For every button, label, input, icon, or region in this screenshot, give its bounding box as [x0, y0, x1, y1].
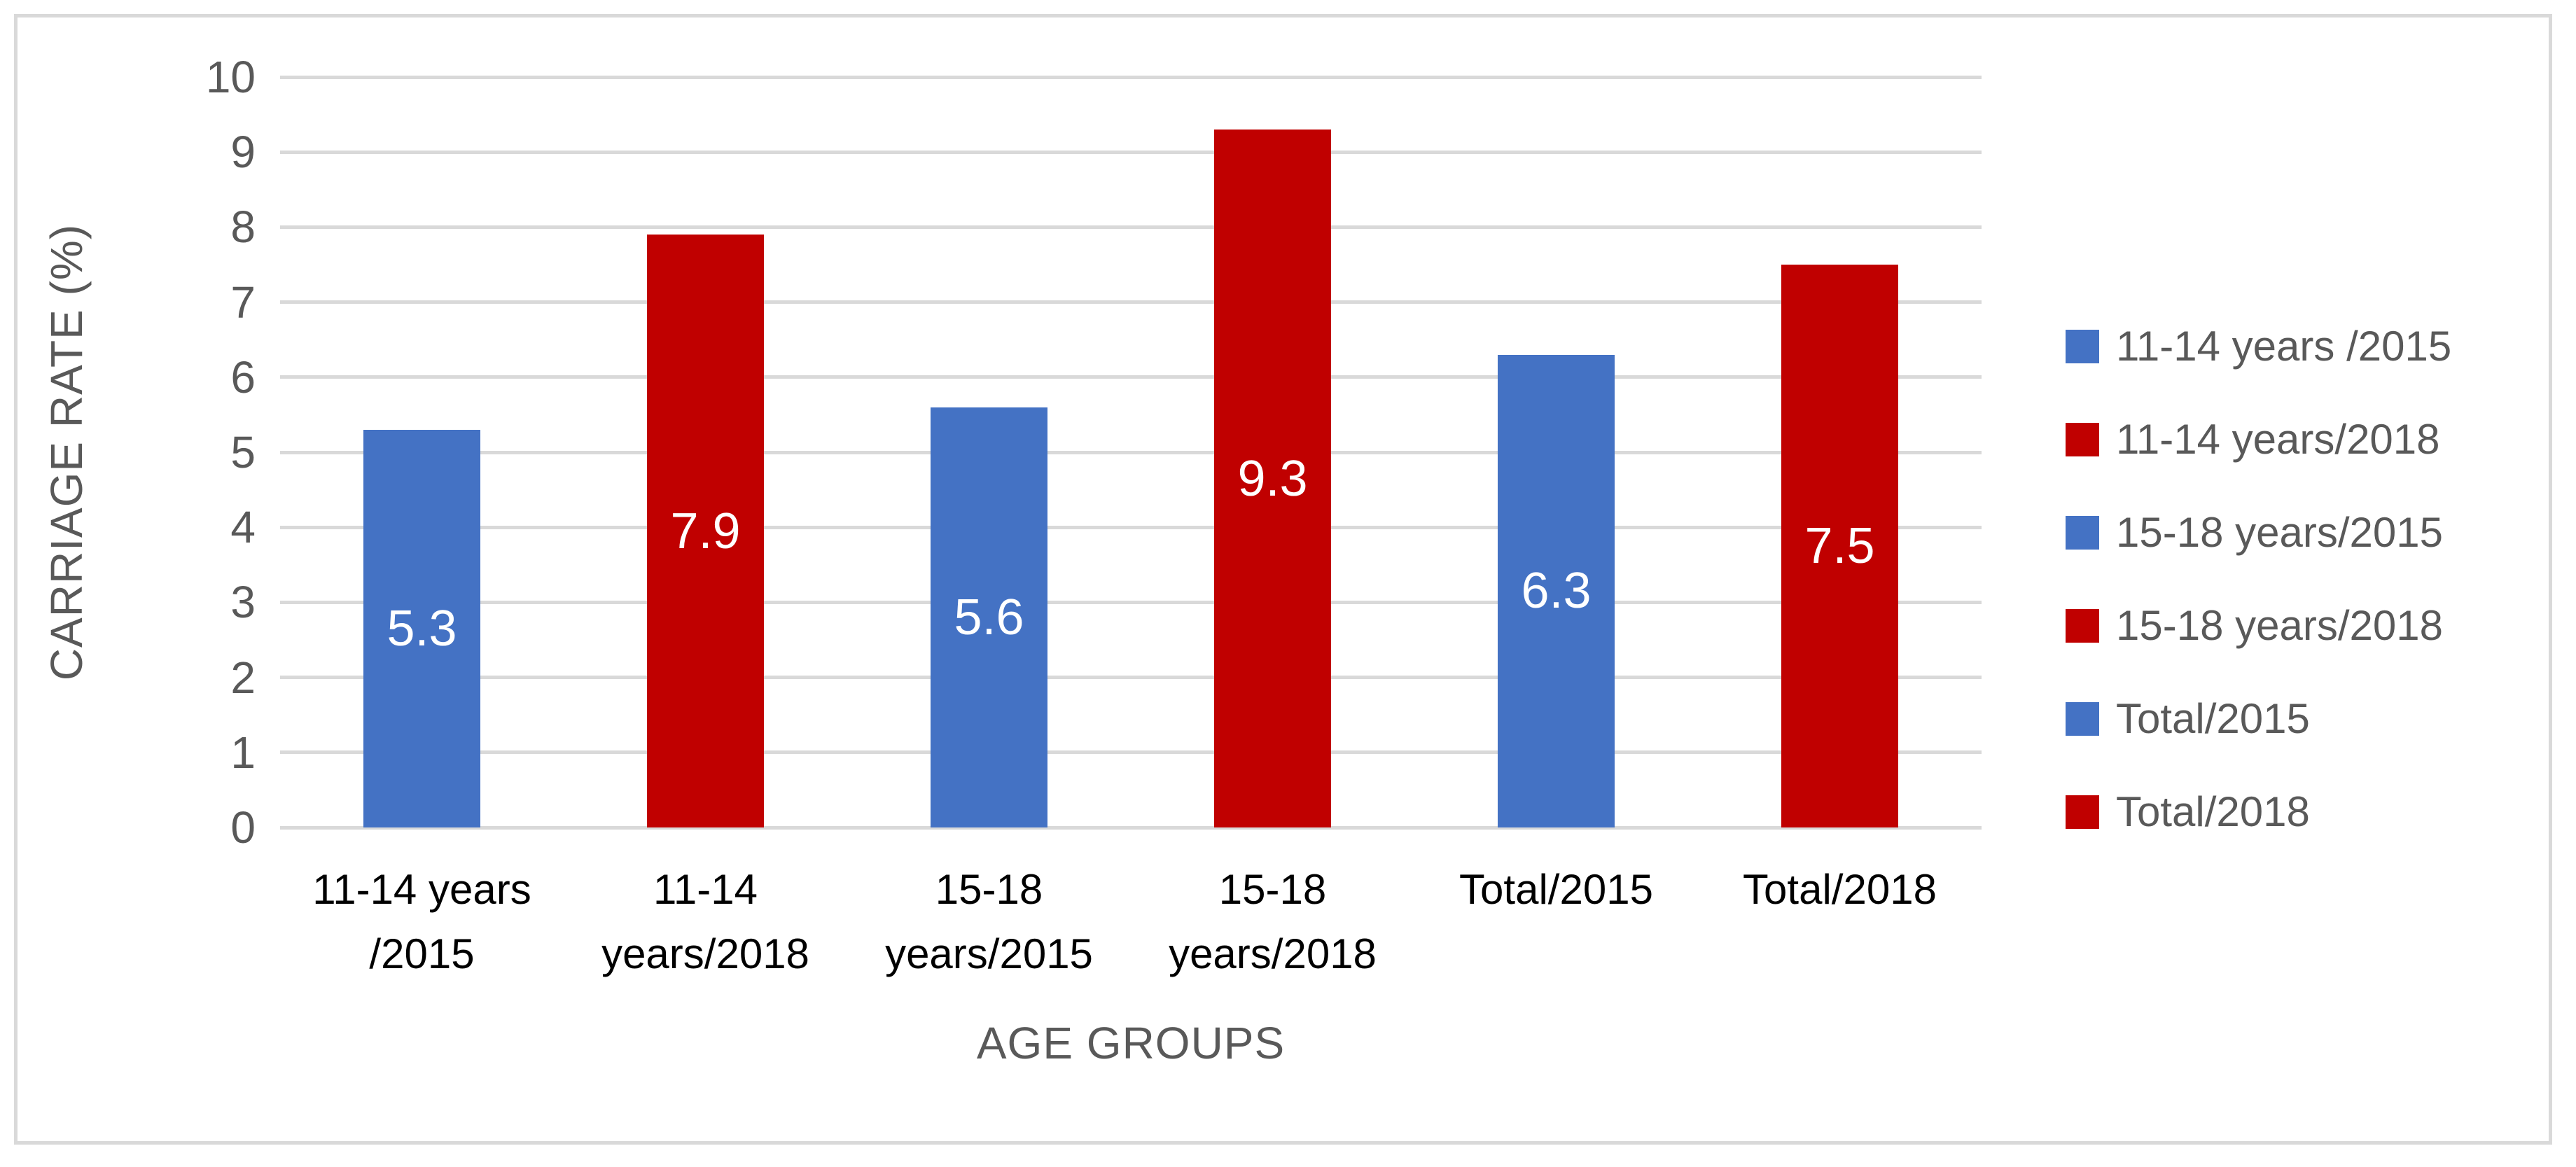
- x-axis-category-label: Total/2018: [1698, 858, 1982, 922]
- x-axis-category-label: 15-18 years/2018: [1131, 858, 1414, 986]
- y-axis-tick-label: 5: [230, 427, 256, 477]
- y-axis-tick-label: 7: [230, 277, 256, 328]
- bar-11-14 years/2018: 7.9: [647, 235, 764, 827]
- bar-data-label: 9.3: [1237, 450, 1308, 507]
- x-axis-category-label: 15-18 years/2015: [847, 858, 1131, 986]
- x-axis-category-label-line: /2015: [369, 930, 475, 977]
- legend-label: Total/2018: [2116, 788, 2310, 835]
- bar-data-label: 7.9: [670, 503, 741, 559]
- bar-Total/2018: 7.5: [1781, 265, 1898, 827]
- x-axis-category-labels: 11-14 years/2015 11-14 years/2018 15-18 year…: [280, 858, 1982, 986]
- gridline: [280, 375, 1982, 379]
- legend-label: 15-18 years/2018: [2116, 602, 2443, 649]
- gridline: [280, 300, 1982, 305]
- x-axis-category-label-line: Total/2015: [1459, 866, 1653, 913]
- gridline: [280, 225, 1982, 229]
- x-axis-category-label-line: years/2018: [601, 930, 809, 977]
- bar-category-cell: 5.6: [847, 77, 1131, 827]
- y-axis-tick-label: 2: [230, 652, 256, 703]
- x-axis-category-label: 11-14 years/2015: [280, 858, 564, 986]
- x-axis-category-label-line: 11-14 years: [312, 866, 531, 913]
- bar-data-label: 6.3: [1521, 563, 1592, 620]
- legend-item: 15-18 years/2018: [2066, 605, 2451, 647]
- legend-label: 11-14 years /2015: [2116, 323, 2452, 370]
- bar-category-cell: 6.3: [1414, 77, 1698, 827]
- plot-area: 5.3 7.9 5.6 9.3 6.3 7.5: [280, 75, 1982, 830]
- y-axis-tick-labels: 0 1 2 3 4 5 6 7 8 9 10: [0, 52, 256, 853]
- x-axis-category-label-line: 11-14: [653, 866, 758, 913]
- bars-layer: 5.3 7.9 5.6 9.3 6.3 7.5: [280, 77, 1982, 827]
- legend-label: Total/2015: [2116, 695, 2310, 742]
- y-axis-tick-label: 8: [230, 202, 256, 253]
- legend: 11-14 years /2015 11-14 years/2018 15-18 y…: [2066, 326, 2451, 833]
- legend-label: 15-18 years/2015: [2116, 509, 2443, 556]
- chart-border-frame: [14, 14, 2552, 1145]
- legend-swatch-icon: [2066, 423, 2099, 456]
- y-axis-tick-label: 4: [230, 502, 256, 553]
- x-axis-category-label-line: Total/2018: [1743, 866, 1937, 913]
- legend-label: 11-14 years/2018: [2116, 416, 2440, 463]
- x-axis-category-label-line: years/2015: [885, 930, 1093, 977]
- bar-Total/2015: 6.3: [1498, 354, 1615, 827]
- legend-swatch-icon: [2066, 516, 2099, 550]
- gridline: [280, 600, 1982, 604]
- y-axis-tick-label: 9: [230, 127, 256, 178]
- legend-item: Total/2015: [2066, 698, 2451, 740]
- x-axis-category-label-line: years/2018: [1169, 930, 1377, 977]
- bar-category-cell: 9.3: [1131, 77, 1414, 827]
- legend-item: 15-18 years/2015: [2066, 512, 2451, 554]
- legend-item: 11-14 years /2015: [2066, 326, 2451, 368]
- bar-15-18 years/2018: 9.3: [1214, 130, 1331, 827]
- bar-category-cell: 7.9: [564, 77, 847, 827]
- y-axis-tick-label: 10: [205, 52, 256, 102]
- legend-swatch-icon: [2066, 609, 2099, 643]
- bar-data-label: 5.3: [387, 600, 457, 657]
- y-axis-tick-label: 3: [230, 577, 256, 628]
- bar-category-cell: 7.5: [1698, 77, 1982, 827]
- legend-item: 11-14 years/2018: [2066, 419, 2451, 461]
- gridline: [280, 450, 1982, 454]
- gridline: [280, 750, 1982, 755]
- y-axis-tick-label: 6: [230, 351, 256, 403]
- bar-data-label: 7.5: [1804, 518, 1875, 574]
- y-axis-tick-label: 0: [230, 802, 256, 853]
- x-axis-category-label-line: 15-18: [1218, 866, 1327, 913]
- legend-item: Total/2018: [2066, 791, 2451, 833]
- gridline: [280, 150, 1982, 154]
- gridline: [280, 676, 1982, 680]
- x-axis-title: AGE GROUPS: [976, 1018, 1286, 1068]
- bar-data-label: 5.6: [954, 589, 1024, 645]
- y-axis-tick-label: 1: [230, 727, 256, 778]
- gridline: [280, 75, 1982, 79]
- legend-swatch-icon: [2066, 702, 2099, 736]
- bar-15-18 years/2015: 5.6: [931, 407, 1047, 827]
- x-axis-category-label-line: 15-18: [935, 866, 1043, 913]
- legend-swatch-icon: [2066, 795, 2099, 829]
- gridline: [280, 825, 1982, 830]
- legend-swatch-icon: [2066, 330, 2099, 363]
- x-axis-category-label: 11-14 years/2018: [564, 858, 847, 986]
- gridline: [280, 525, 1982, 529]
- bar-11-14 years /2015: 5.3: [363, 429, 480, 827]
- x-axis-category-label: Total/2015: [1414, 858, 1698, 922]
- bar-category-cell: 5.3: [280, 77, 564, 827]
